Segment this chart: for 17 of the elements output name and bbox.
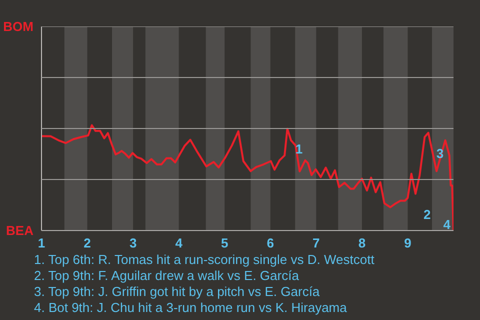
x-tick-label: 6 — [266, 236, 274, 250]
x-tick-label: 1 — [38, 236, 46, 250]
text: 2. Top 9th: F. Aguilar drew a walk vs E. García — [34, 268, 299, 283]
ref-line-label: BEA — [6, 223, 34, 238]
x-tick-label: 5 — [220, 236, 228, 250]
x-tick-label: 9 — [404, 236, 412, 250]
x-tick-label: 8 — [358, 236, 366, 250]
x-tick-label: 7 — [312, 236, 320, 250]
annotation: 2 — [424, 206, 431, 222]
x-tick-label: 2 — [84, 236, 91, 250]
ref-line-label: BOM — [3, 19, 34, 34]
text: 3. Top 9th: J. Griffin got hit by a pitch vs E. García — [34, 284, 320, 299]
text: 1. Top 6th: R. Tomas hit a run-scoring single vs D. Westcott — [34, 252, 374, 267]
x-tick-label: 4 — [175, 236, 184, 250]
annotation: 4 — [443, 216, 452, 232]
x-tick-label: 3 — [129, 236, 137, 250]
text: 4. Bot 9th: J. Chu hit a 3-run home run vs K. Hirayama — [34, 300, 347, 315]
